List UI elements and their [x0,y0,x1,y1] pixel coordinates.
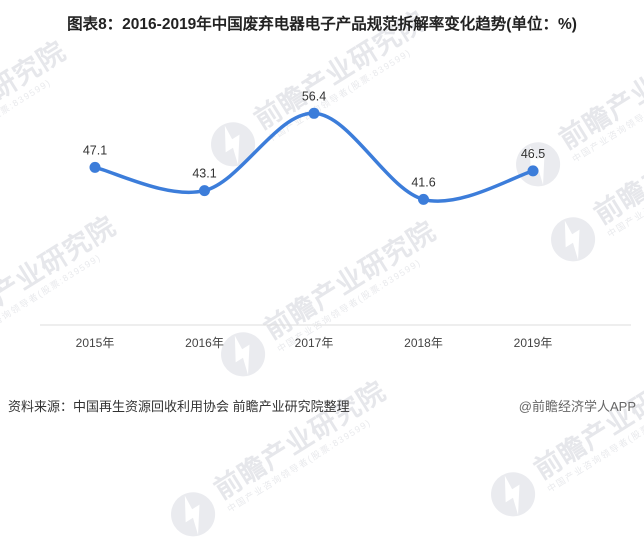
data-point-label: 46.5 [521,147,545,161]
app-credit: @前瞻经济学人APP [518,399,636,414]
data-point-marker [89,161,101,173]
chart-figure: 前瞻产业研究院 中国产业咨询领导者(股票:839599) 前瞻产业研究院 中国产业咨询… [0,5,644,537]
x-axis-tick-label: 2017年 [295,336,334,350]
data-point-marker [308,107,320,119]
chart-title: 图表8：2016-2019年中国废弃电器电子产品规范拆解率变化趋势(单位：%) [67,16,577,33]
watermark-logo-icon [171,492,216,537]
source-note: 资料来源：中国再生资源回收利用协会 前瞻产业研究院整理 [8,399,350,414]
x-axis-tick-label: 2018年 [404,336,443,350]
footer: 资料来源：中国再生资源回收利用协会 前瞻产业研究院整理 @前瞻经济学人APP [8,396,636,415]
data-point-marker [527,165,539,177]
data-point-label: 56.4 [302,89,326,103]
x-axis-tick-label: 2016年 [185,336,224,350]
data-point-marker [199,185,210,197]
x-axis-tick-label: 2015年 [76,336,115,350]
data-point-label: 47.1 [83,143,107,157]
watermark-tagline-text: 中国产业咨询领导者(股票:839599) [225,417,373,515]
data-point-label: 41.6 [411,175,435,189]
series-line [93,111,535,203]
watermark-logo-icon [491,472,536,517]
line-chart: 47.1 2015年 43.1 2016年 56.4 2017年 41.6 2018年 46.5… [40,89,631,350]
watermark-brand-text: 前瞻产业研究院 [528,355,644,485]
data-point-label: 43.1 [192,167,216,181]
watermark-tile: 前瞻产业研究院 中国产业咨询领导者(股票:839599) [481,354,644,526]
data-point-marker [418,193,429,205]
x-axis-tick-label: 2019年 [514,336,553,350]
